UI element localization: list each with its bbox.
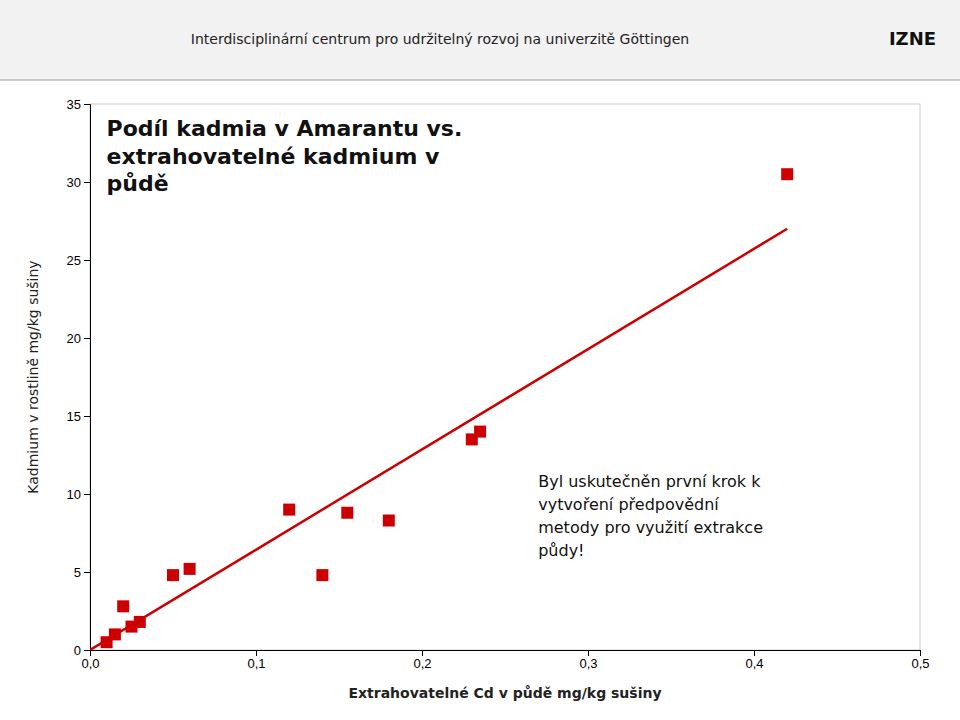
tick-label: 25 — [67, 253, 81, 268]
tick: 30 — [67, 175, 90, 190]
tick-label: 0,0 — [81, 656, 99, 671]
tick-mark — [920, 650, 921, 656]
tick-label: 5 — [74, 565, 81, 580]
tick-mark — [84, 104, 90, 105]
y-axis: 0 5 10 15 20 25 30 35 — [67, 97, 91, 658]
tick: 0,0 — [81, 650, 99, 671]
tick-label: 10 — [67, 487, 81, 502]
tick-label: 15 — [67, 409, 81, 424]
tick-label: 0,1 — [247, 656, 265, 671]
chart: Interdisciplinární centrum pro udržiteln… — [0, 0, 960, 720]
tick: 0,1 — [247, 650, 265, 671]
x-axis: 0,0 0,1 0,2 0,3 0,4 0,5 — [81, 650, 929, 671]
tick: 0,3 — [579, 650, 597, 671]
tick: 15 — [67, 409, 90, 424]
point — [167, 569, 179, 581]
tick-mark — [84, 338, 90, 339]
header-band — [0, 0, 960, 80]
point — [316, 569, 328, 581]
header-logo-text: IZNE — [889, 28, 936, 49]
title: Podíl kadmia v Amarantu vs.extrahovateln… — [107, 116, 463, 196]
plot-frame — [90, 104, 920, 650]
marks — [90, 168, 793, 650]
tick-label: 35 — [67, 97, 81, 112]
tick-mark — [84, 572, 90, 573]
point — [341, 507, 353, 519]
tick: 0 — [74, 643, 90, 658]
point — [117, 600, 129, 612]
point — [134, 616, 146, 628]
point — [109, 628, 121, 640]
y-axis-label: Kadmium v rostlině mg/kg sušiny — [25, 260, 41, 493]
point — [781, 168, 793, 180]
tick-label: 0,3 — [579, 656, 597, 671]
point — [383, 515, 395, 527]
tick: 0,2 — [413, 650, 431, 671]
tick-mark — [84, 494, 90, 495]
point — [184, 563, 196, 575]
tick: 10 — [67, 487, 90, 502]
point — [283, 504, 295, 516]
annotation: Byl uskutečněn první krok kvytvoření pře… — [538, 472, 763, 561]
tick-mark — [84, 416, 90, 417]
tick: 25 — [67, 253, 90, 268]
tick-mark — [84, 182, 90, 183]
subtitle: Interdisciplinární centrum pro udržiteln… — [191, 31, 689, 47]
tick-mark — [754, 650, 755, 656]
tick-mark — [256, 650, 257, 656]
tick-label: 30 — [67, 175, 81, 190]
tick-mark — [588, 650, 589, 656]
axis-domain — [91, 651, 921, 657]
tick: 5 — [74, 565, 90, 580]
tick: 0,4 — [745, 650, 763, 671]
axis-domain — [84, 105, 91, 651]
point — [474, 426, 486, 438]
tick-label: 20 — [67, 331, 81, 346]
tick-label: 0,2 — [413, 656, 431, 671]
tick-mark — [84, 260, 90, 261]
tick-label: 0 — [74, 643, 81, 658]
tick-mark — [84, 650, 90, 651]
tick: 0,5 — [911, 650, 929, 671]
header-separator — [0, 80, 960, 81]
tick-label: 0,4 — [745, 656, 763, 671]
tick: 20 — [67, 331, 90, 346]
tick: 35 — [67, 97, 90, 112]
tick-mark — [422, 650, 423, 656]
plot: 0,0 0,1 0,2 0,3 0,4 0,5 0 5 10 15 20 25 30 35 Extrahov… — [25, 97, 930, 701]
x-axis-label: Extrahovatelné Cd v půdě mg/kg sušiny — [348, 685, 661, 701]
trend-line — [90, 229, 787, 650]
tick-label: 0,5 — [911, 656, 929, 671]
